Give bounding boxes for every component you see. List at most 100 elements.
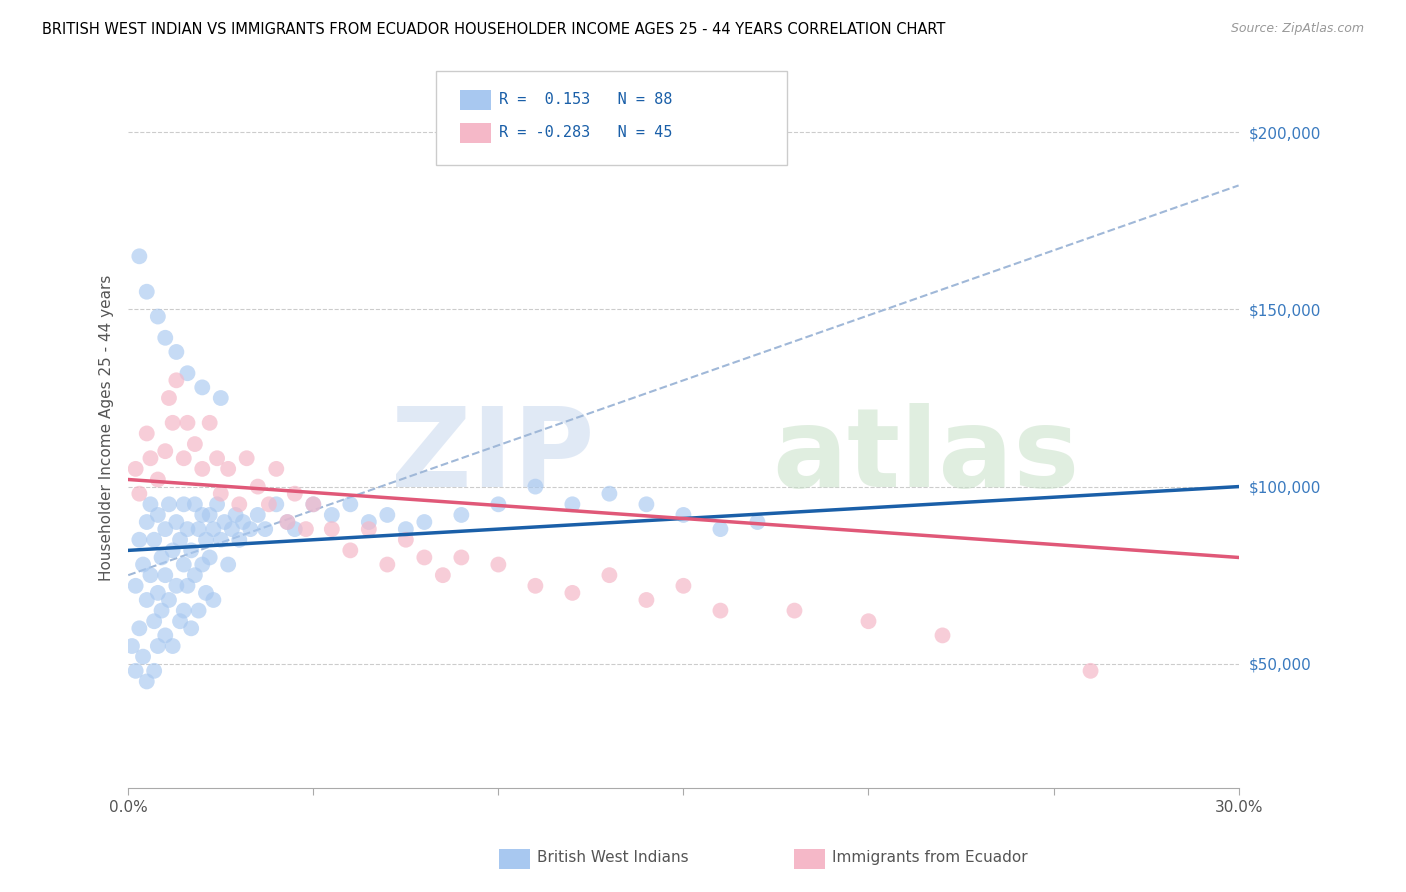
Point xyxy=(121,639,143,653)
Point xyxy=(246,508,269,522)
Point xyxy=(128,486,150,500)
Point xyxy=(135,674,157,689)
Point xyxy=(302,497,325,511)
Point xyxy=(202,522,225,536)
Point xyxy=(157,593,180,607)
Point xyxy=(486,558,509,572)
Point xyxy=(173,604,195,618)
Point xyxy=(165,373,187,387)
Point xyxy=(209,533,232,547)
Point xyxy=(173,558,195,572)
Point xyxy=(191,558,214,572)
Point xyxy=(169,533,191,547)
Point xyxy=(321,508,343,522)
Point xyxy=(173,497,195,511)
Y-axis label: Householder Income Ages 25 - 44 years: Householder Income Ages 25 - 44 years xyxy=(100,275,114,582)
Point xyxy=(302,497,325,511)
Point xyxy=(155,628,177,642)
Text: R =  0.153   N = 88: R = 0.153 N = 88 xyxy=(499,93,672,107)
Point xyxy=(339,543,361,558)
Point xyxy=(146,639,169,653)
Point xyxy=(284,486,307,500)
Point xyxy=(636,593,658,607)
Point xyxy=(184,437,207,451)
Point xyxy=(276,515,298,529)
Point xyxy=(486,497,509,511)
Point xyxy=(165,579,187,593)
Point xyxy=(321,522,343,536)
Point xyxy=(198,550,221,565)
Point xyxy=(135,426,157,441)
Point xyxy=(135,515,157,529)
Point xyxy=(194,533,217,547)
Point xyxy=(184,568,207,582)
Point xyxy=(150,604,173,618)
Point xyxy=(124,462,146,476)
Point xyxy=(162,639,184,653)
Point xyxy=(257,497,280,511)
Point xyxy=(205,451,228,466)
Point xyxy=(146,586,169,600)
Point xyxy=(375,508,398,522)
Point xyxy=(266,462,288,476)
Point xyxy=(132,558,155,572)
Point xyxy=(561,586,583,600)
Point xyxy=(709,604,731,618)
Point xyxy=(155,444,177,458)
Point xyxy=(146,310,169,324)
Point xyxy=(155,331,177,345)
Point xyxy=(413,515,436,529)
Point xyxy=(187,522,209,536)
Point xyxy=(217,558,239,572)
Point xyxy=(162,543,184,558)
Point xyxy=(636,497,658,511)
Point xyxy=(672,579,695,593)
Point xyxy=(176,366,198,380)
Point xyxy=(157,497,180,511)
Point xyxy=(169,614,191,628)
Point xyxy=(180,543,202,558)
Point xyxy=(783,604,806,618)
Point xyxy=(128,621,150,635)
Point xyxy=(191,508,214,522)
Point xyxy=(124,664,146,678)
Text: R = -0.283   N = 45: R = -0.283 N = 45 xyxy=(499,126,672,140)
Text: BRITISH WEST INDIAN VS IMMIGRANTS FROM ECUADOR HOUSEHOLDER INCOME AGES 25 - 44 Y: BRITISH WEST INDIAN VS IMMIGRANTS FROM E… xyxy=(42,22,946,37)
Point xyxy=(214,515,236,529)
Point xyxy=(205,497,228,511)
Point xyxy=(395,522,418,536)
Point xyxy=(747,515,769,529)
Point xyxy=(672,508,695,522)
Point xyxy=(176,579,198,593)
Point xyxy=(239,522,262,536)
Point xyxy=(295,522,318,536)
Point xyxy=(413,550,436,565)
Point xyxy=(276,515,298,529)
Point xyxy=(180,621,202,635)
Point xyxy=(135,285,157,299)
Text: ZIP: ZIP xyxy=(391,403,595,510)
Point xyxy=(128,533,150,547)
Point xyxy=(128,249,150,263)
Point xyxy=(284,522,307,536)
Point xyxy=(357,515,380,529)
Point xyxy=(198,508,221,522)
Point xyxy=(524,579,547,593)
Point xyxy=(173,451,195,466)
Point xyxy=(165,345,187,359)
Point xyxy=(221,522,243,536)
Point xyxy=(146,508,169,522)
Point xyxy=(176,416,198,430)
Point xyxy=(225,508,247,522)
Point xyxy=(162,416,184,430)
Point xyxy=(157,391,180,405)
Point xyxy=(598,486,620,500)
Point xyxy=(450,508,472,522)
Point xyxy=(150,550,173,565)
Point xyxy=(246,480,269,494)
Point xyxy=(228,533,250,547)
Point xyxy=(217,462,239,476)
Point xyxy=(228,497,250,511)
Point xyxy=(524,480,547,494)
Point xyxy=(198,416,221,430)
